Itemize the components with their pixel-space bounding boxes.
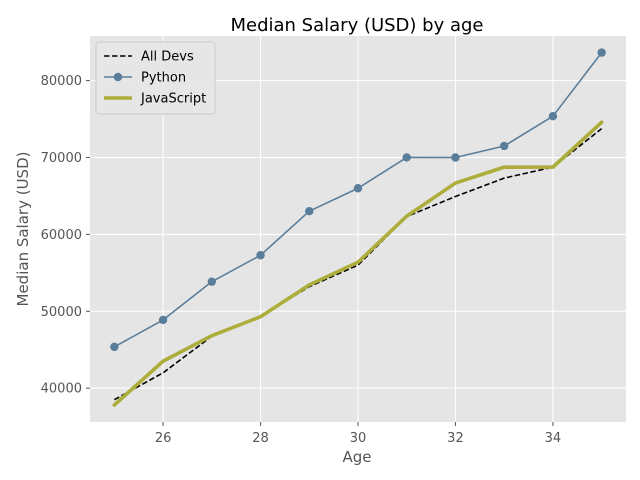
chart-title: Median Salary (USD) by age (230, 15, 483, 36)
data-point (451, 153, 460, 162)
y-tick-label: 70000 (41, 151, 82, 166)
series-line-all-devs (113, 128, 603, 401)
legend-label-python: Python (141, 71, 186, 86)
y-tick-label: 80000 (41, 74, 82, 89)
legend-label-javascript: JavaScript (140, 92, 206, 107)
legend: All Devs Python JavaScript (95, 41, 216, 115)
data-point (402, 153, 411, 162)
y-tick-label: 50000 (41, 305, 82, 320)
series-group (110, 48, 606, 407)
legend-marker-python (113, 72, 123, 82)
data-point (110, 342, 119, 352)
data-point (353, 184, 363, 193)
data-point (256, 251, 265, 260)
grid (90, 36, 626, 422)
legend-box (95, 41, 216, 115)
data-point (158, 315, 168, 325)
x-tick-label: 26 (155, 431, 172, 446)
x-tick-label: 34 (545, 431, 562, 446)
x-tick-label: 28 (252, 431, 269, 446)
data-point (548, 111, 558, 121)
x-tick-label: 32 (447, 431, 464, 446)
series-line-javascript (112, 120, 604, 407)
y-tick-label: 60000 (41, 228, 82, 243)
data-point (305, 206, 314, 216)
x-tick-label: 30 (350, 431, 367, 446)
data-point (207, 277, 217, 286)
data-point (499, 141, 509, 151)
legend-label-all-devs: All Devs (141, 50, 194, 65)
y-tick-label: 40000 (41, 382, 82, 397)
data-point (597, 48, 606, 57)
ticks: 26 28 30 32 34 40000 50000 60000 70000 80000 (41, 74, 562, 446)
y-axis-label: Median Salary (USD) (14, 152, 32, 307)
x-axis-label: Age (342, 448, 371, 466)
